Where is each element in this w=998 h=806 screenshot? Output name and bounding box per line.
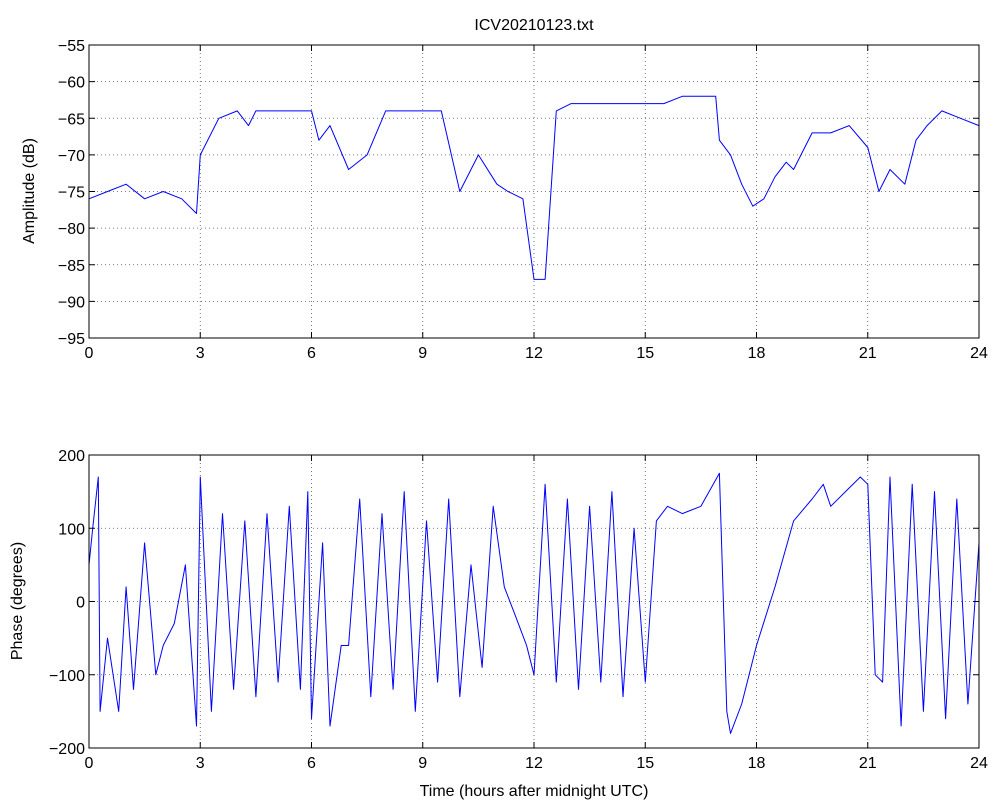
x-tick-label: 12 xyxy=(525,345,543,362)
y-tick-label: −70 xyxy=(58,148,85,165)
x-tick-label: 21 xyxy=(859,755,877,772)
y-tick-label: −95 xyxy=(58,331,85,348)
x-tick-label: 0 xyxy=(85,345,94,362)
x-tick-label: 15 xyxy=(636,755,654,772)
x-tick-label: 24 xyxy=(970,755,988,772)
y-tick-label: −55 xyxy=(58,38,85,55)
x-axis-label: Time (hours after midnight UTC) xyxy=(420,783,649,800)
x-tick-label: 9 xyxy=(418,755,427,772)
x-tick-label: 12 xyxy=(525,755,543,772)
amplitude-series xyxy=(88,95,980,280)
amplitude-y-axis-label: Amplitude (dB) xyxy=(21,138,38,244)
amplitude-grid xyxy=(89,45,979,338)
phase-ticks: 0 3 6 9 12 15 18 21 24 −200 −100 0 100 200 xyxy=(49,448,988,772)
amplitude-series-line xyxy=(88,95,980,280)
amplitude-ticks: 0 3 6 9 12 15 18 21 24 −95 −90 −85 −80 −75 −70 −65 −60 −5… xyxy=(58,38,988,362)
x-tick-label: 3 xyxy=(196,755,205,772)
y-tick-label: −200 xyxy=(49,741,85,758)
x-tick-label: 18 xyxy=(748,345,766,362)
x-tick-label: 3 xyxy=(196,345,205,362)
x-tick-label: 24 xyxy=(970,345,988,362)
chart-title: ICV20210123.txt xyxy=(474,17,594,34)
phase-series xyxy=(88,472,980,734)
phase-series-line xyxy=(88,472,980,734)
y-tick-label: 100 xyxy=(58,521,85,538)
x-tick-label: 6 xyxy=(307,755,316,772)
y-tick-label: −65 xyxy=(58,111,85,128)
y-tick-label: 0 xyxy=(76,595,85,612)
phase-chart: 0 3 6 9 12 15 18 21 24 −200 −100 0 100 200 Phase (deg… xyxy=(9,448,988,800)
x-tick-label: 15 xyxy=(636,345,654,362)
y-tick-label: −60 xyxy=(58,75,85,92)
amplitude-chart: ICV20210123.txt 0 3 6 9 12 15 18 21 24 −95 −90 −85 −… xyxy=(21,17,988,362)
phase-y-axis-label: Phase (degrees) xyxy=(9,542,26,660)
y-tick-label: −80 xyxy=(58,221,85,238)
y-tick-label: −90 xyxy=(58,294,85,311)
x-tick-label: 18 xyxy=(748,755,766,772)
y-tick-label: −85 xyxy=(58,258,85,275)
y-tick-label: −75 xyxy=(58,185,85,202)
x-tick-label: 21 xyxy=(859,345,877,362)
y-tick-label: −100 xyxy=(49,668,85,685)
y-tick-label: 200 xyxy=(58,448,85,465)
x-tick-label: 0 xyxy=(85,755,94,772)
x-tick-label: 9 xyxy=(418,345,427,362)
x-tick-label: 6 xyxy=(307,345,316,362)
